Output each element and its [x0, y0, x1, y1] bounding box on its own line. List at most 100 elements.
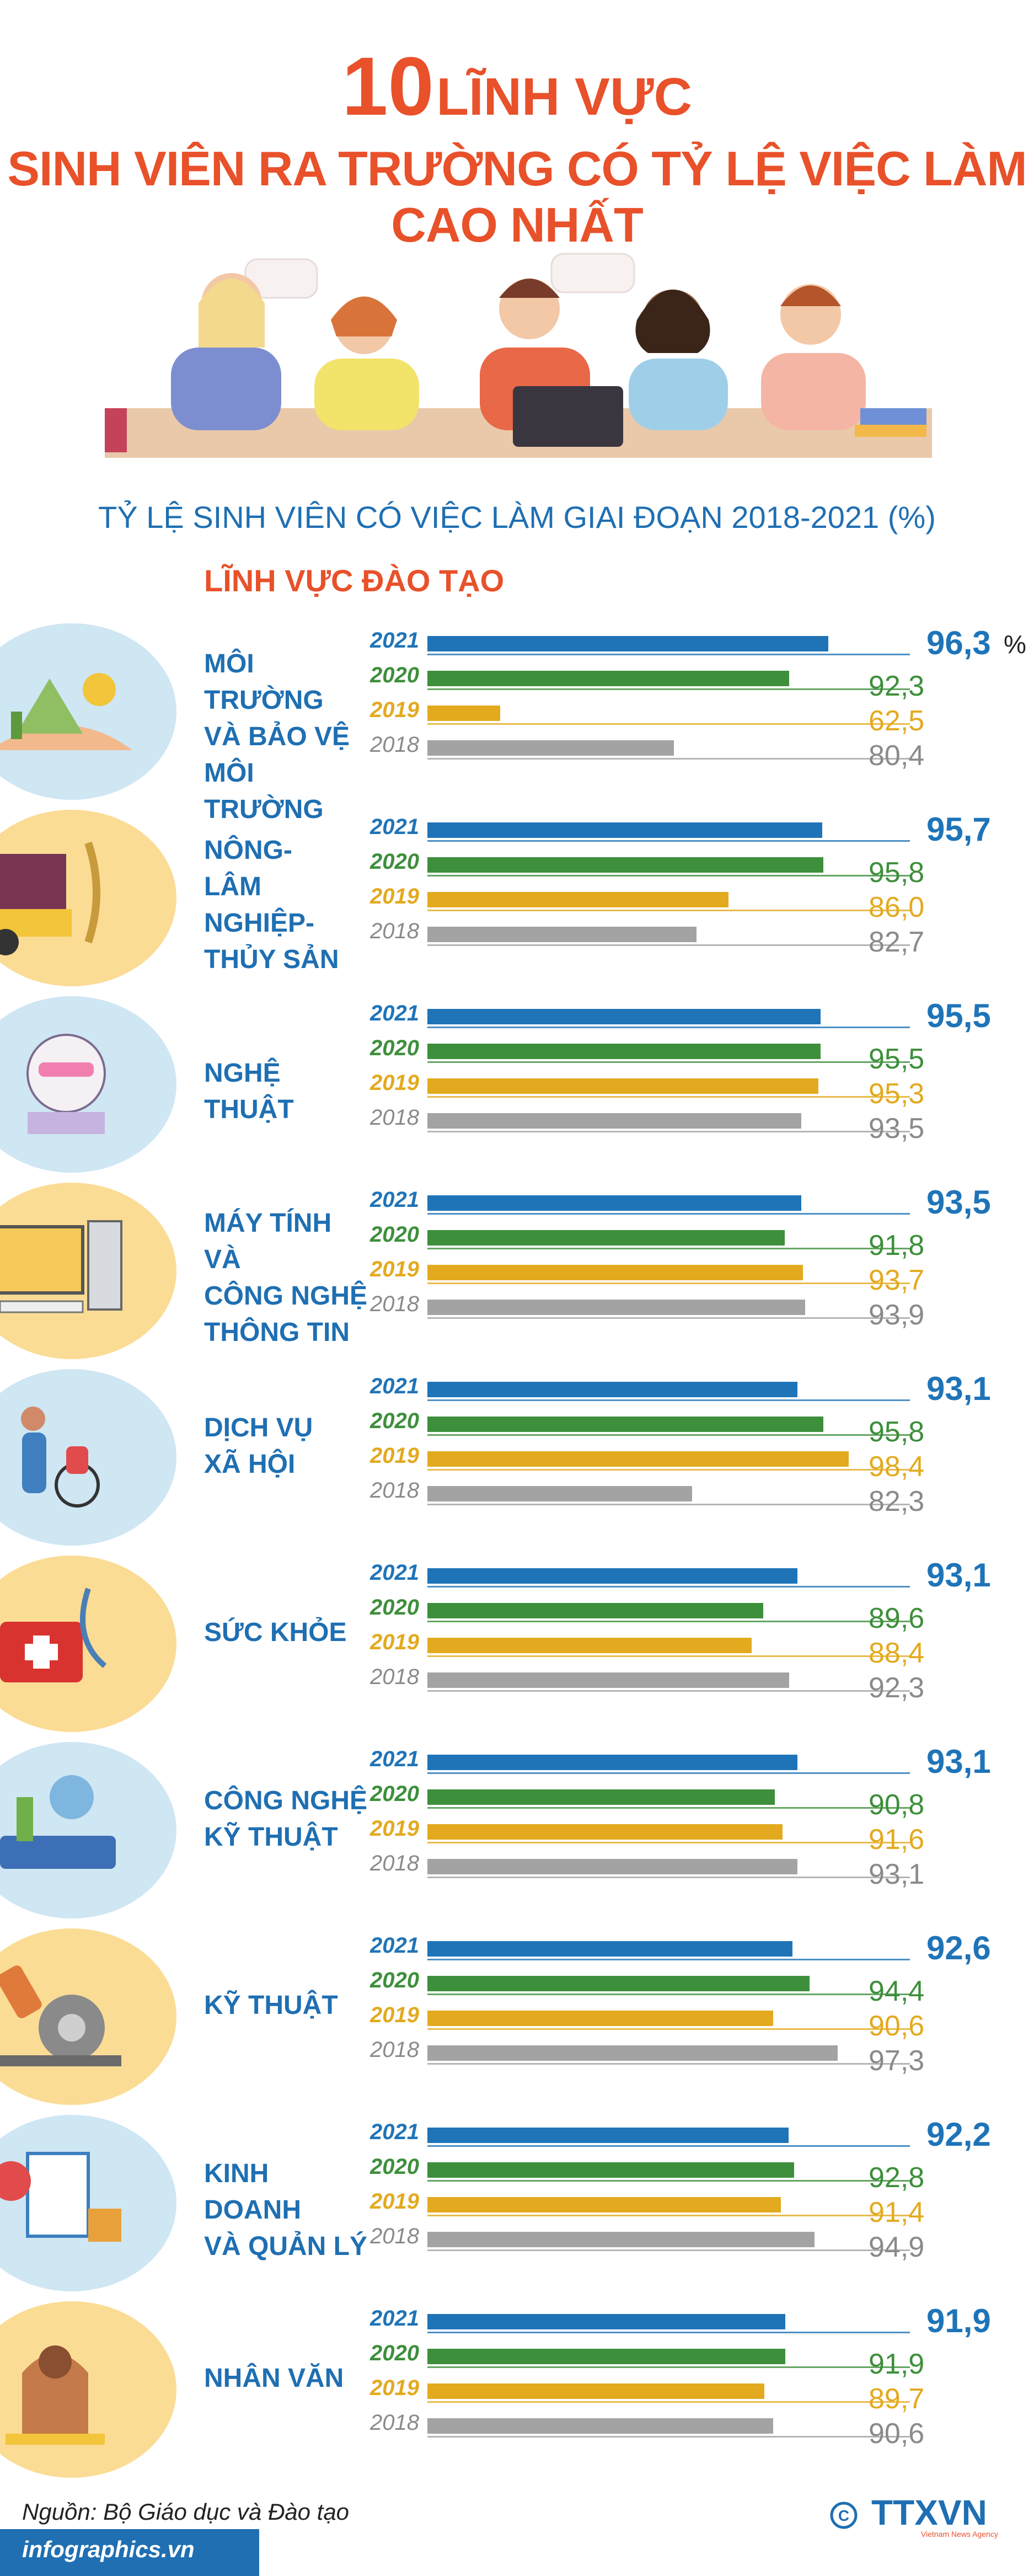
year-label: 2020	[370, 1782, 419, 1806]
bar-2018	[427, 2232, 815, 2247]
bar-underline	[427, 2401, 910, 2403]
bar-2021	[427, 1195, 801, 1211]
year-label: 2020	[370, 1036, 419, 1060]
value-label: 92,6	[926, 1930, 991, 1966]
bar-2019	[427, 706, 500, 721]
value-label: 82,3	[869, 1485, 925, 1517]
value-label: 95,5	[869, 1043, 925, 1075]
engineering-tech-icon	[0, 1775, 116, 1869]
health-icon	[0, 1588, 107, 1682]
unit-label: %	[1004, 630, 1026, 659]
category-label: MÔI TRƯỜNG VÀ BẢO VỆ MÔI TRƯỜNG	[204, 646, 369, 828]
year-label: 2020	[370, 1222, 419, 1247]
environment-icon	[0, 673, 132, 750]
category-icon-circle	[0, 2115, 176, 2291]
section-label: LĨNH VỰC ĐÀO TẠO	[204, 563, 505, 598]
value-label: 80,4	[869, 740, 925, 772]
year-label: 2020	[370, 2155, 419, 2179]
value-label: 95,3	[869, 1078, 925, 1110]
bar-2020	[427, 1044, 821, 1059]
title-number: 10	[342, 40, 434, 132]
chart-category-row: CÔNG NGHỆ KỸ THUẬT 2021 93,1 2020 90,8 2019 91,…	[0, 1736, 1034, 1922]
bar-underline	[427, 758, 910, 760]
bar-2020	[427, 857, 824, 873]
bar-2020	[427, 1789, 775, 1805]
value-label: 97,3	[869, 2045, 925, 2077]
year-label: 2018	[370, 1292, 419, 1316]
category-label: KỸ THUẬT	[204, 1987, 369, 2024]
year-label: 2019	[370, 1816, 419, 1841]
environment-icon	[0, 673, 132, 750]
students-illustration	[105, 253, 932, 458]
bar-underline	[427, 2332, 910, 2333]
bar-2018	[427, 1300, 805, 1315]
main-title-line1: 10 LĨNH VỰC	[0, 39, 1034, 134]
year-label: 2018	[370, 1851, 419, 1875]
category-label-line: MÔI TRƯỜNG	[204, 649, 324, 715]
speech-bubble-icon	[550, 253, 635, 293]
bar-underline	[427, 1096, 910, 1098]
value-label: 94,9	[869, 2231, 925, 2263]
chart-category-row: NÔNG- LÂM NGHIỆP- THỦY SẢN 2021 95,7 2020 95,8…	[0, 804, 1034, 990]
value-label: 62,5	[869, 705, 925, 737]
value-label: 95,7	[926, 811, 991, 848]
category-label: SỨC KHỎE	[204, 1615, 369, 1651]
bar-2019	[427, 1078, 819, 1094]
category-label-line: KỸ THUẬT	[204, 1823, 338, 1852]
bar-underline	[427, 2180, 910, 2182]
value-label: 93,1	[869, 1858, 925, 1890]
year-label: 2020	[370, 1968, 419, 1992]
bar-underline	[427, 2145, 910, 2147]
value-label: 88,4	[869, 1637, 925, 1669]
art-icon	[26, 1034, 106, 1134]
value-label: 91,6	[869, 1824, 925, 1856]
social-service-icon	[21, 1407, 100, 1508]
bar-underline	[427, 1027, 910, 1028]
bar-2021	[427, 2314, 786, 2329]
year-label: 2020	[370, 2341, 419, 2365]
category-label: NÔNG- LÂM NGHIỆP- THỦY SẢN	[204, 832, 369, 978]
bar-underline	[427, 1469, 910, 1471]
category-label-line: MÔI TRƯỜNG	[204, 758, 324, 824]
bar-2018	[427, 1672, 790, 1688]
year-label: 2018	[370, 1665, 419, 1689]
value-label: 82,7	[869, 926, 925, 958]
value-label: 92,8	[869, 2162, 925, 2194]
bar-underline	[427, 723, 910, 725]
bar-underline	[427, 2028, 910, 2030]
svg-text:Vietnam News Agency: Vietnam News Agency	[921, 2530, 998, 2538]
bar-underline	[427, 1248, 910, 1249]
value-label: 95,8	[869, 1416, 925, 1448]
bar-2019	[427, 1638, 752, 1653]
bar-underline	[427, 1504, 910, 1505]
value-label: 91,4	[869, 2196, 925, 2228]
value-label: 91,8	[869, 1230, 925, 1262]
value-label: 92,3	[869, 670, 925, 702]
value-label: 93,5	[869, 1113, 925, 1145]
bar-underline	[427, 1772, 910, 1774]
bar-underline	[427, 944, 910, 946]
bar-2020	[427, 2349, 786, 2364]
bar-underline	[427, 840, 910, 842]
bar-underline	[427, 1994, 910, 1995]
category-label-line: SỨC KHỎE	[204, 1618, 347, 1647]
svg-text:C: C	[838, 2507, 849, 2524]
category-label-line: VÀ QUẢN LÝ	[204, 2232, 368, 2261]
year-label: 2020	[370, 1409, 419, 1433]
category-label-line: DỊCH VỤ	[204, 1413, 313, 1442]
art-icon	[26, 1034, 106, 1134]
category-label-line: MÁY TÍNH VÀ	[204, 1209, 332, 1274]
value-label: 90,6	[869, 2418, 925, 2450]
category-label-line: KINH DOANH	[204, 2159, 301, 2225]
social-service-icon	[21, 1407, 100, 1508]
category-label: DỊCH VỤ XÃ HỘI	[204, 1410, 369, 1483]
bar-2021	[427, 2128, 789, 2143]
year-label: 2019	[370, 1071, 419, 1095]
engineering-icon	[0, 1965, 121, 2066]
year-label: 2021	[370, 2120, 419, 2144]
bar-underline	[427, 1959, 910, 1960]
year-label: 2021	[370, 628, 419, 653]
bar-2021	[427, 1382, 797, 1397]
